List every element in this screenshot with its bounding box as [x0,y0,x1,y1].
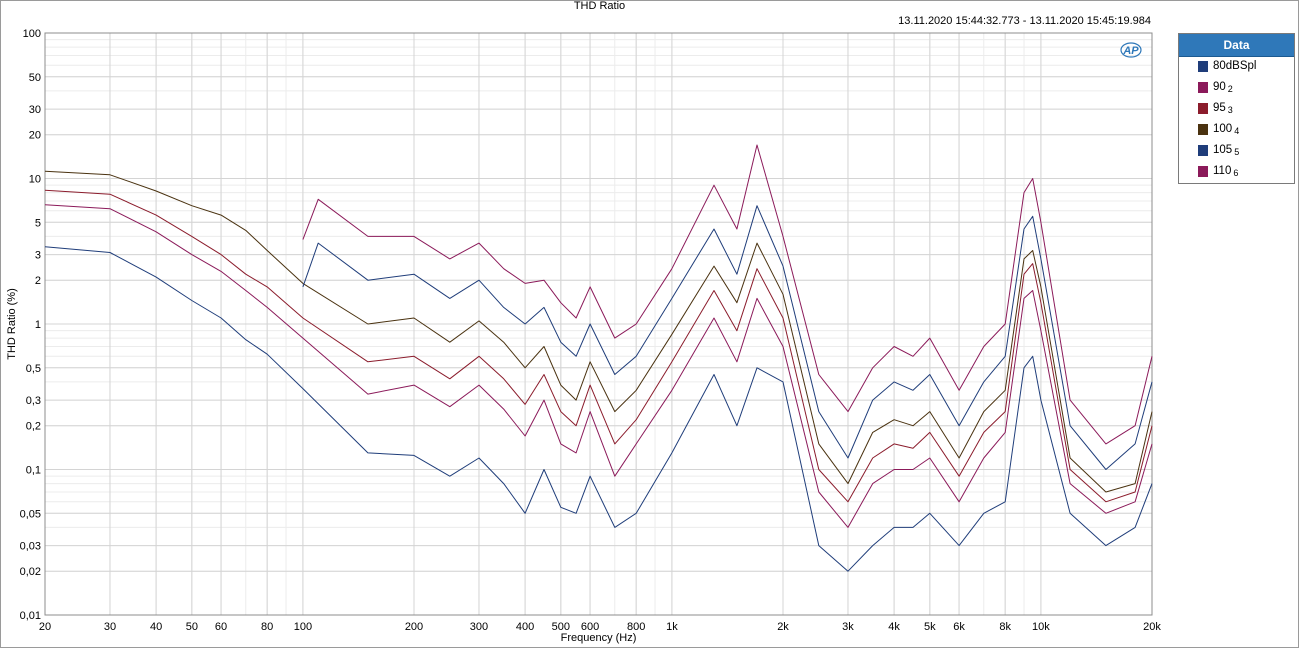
x-tick-label: 8k [999,621,1011,633]
legend-swatch [1198,103,1208,114]
x-axis-label: Frequency (Hz) [561,632,637,644]
legend-item-2[interactable]: 90 2 [1179,78,1294,99]
legend-sub: 5 [1234,147,1240,157]
x-tick-label: 40 [150,621,162,633]
legend-sub: 4 [1234,126,1240,136]
x-tick-label: 400 [516,621,534,633]
y-tick-label: 30 [29,104,41,116]
legend-label: 110 [1213,165,1232,177]
x-tick-label: 10k [1032,621,1050,633]
plot-border [44,32,1153,616]
series-line-6 [302,144,1153,445]
y-tick-label: 100 [23,28,41,40]
legend-item-4[interactable]: 100 4 [1179,120,1294,141]
y-tick-label: 0,03 [20,541,41,553]
x-tick-label: 30 [104,621,116,633]
chart-title: THD Ratio [573,0,626,12]
legend-swatch [1198,61,1208,72]
legend-swatch [1198,145,1208,156]
legend-swatch [1198,166,1208,177]
x-tick-label: 5k [924,621,936,633]
x-tick-label: 100 [294,621,312,633]
legend-sub: 6 [1233,168,1239,178]
legend-label: 80dBSpl [1213,60,1257,72]
x-tick-label: 60 [215,621,227,633]
y-tick-label: 0,01 [20,610,41,622]
legend-label: 95 [1213,102,1226,114]
legend-swatch [1198,124,1208,135]
ap-logo-icon [1120,42,1142,58]
y-tick-label: 0,05 [20,508,41,520]
legend-label: 100 [1213,123,1233,135]
legend-item-3[interactable]: 95 3 [1179,99,1294,120]
x-tick-label: 200 [405,621,423,633]
series-line-1 [44,246,1153,572]
series-line-4 [44,170,1153,493]
y-tick-label: 0,1 [26,465,41,477]
y-tick-label: 0,02 [20,566,41,578]
x-tick-label: 50 [186,621,198,633]
y-tick-label: 0,5 [26,363,41,375]
legend-header: Data [1179,34,1294,57]
legend-sub: 2 [1227,84,1233,94]
legend-label: 105 [1213,144,1233,156]
y-tick-label: 50 [29,72,41,84]
y-tick-label: 10 [29,174,41,186]
series-line-3 [44,189,1153,503]
y-tick-label: 3 [35,250,41,262]
y-tick-label: 0,2 [26,421,41,433]
ap-logo-text: AP [1122,45,1139,57]
x-tick-label: 3k [842,621,854,633]
y-axis-label: THD Ratio (%) [6,288,18,360]
x-tick-label: 600 [581,621,599,633]
x-tick-label: 20k [1143,621,1161,633]
y-tick-label: 0,3 [26,395,41,407]
legend-label: 90 [1213,81,1226,93]
x-tick-label: 300 [470,621,488,633]
timestamp: 13.11.2020 15:44:32.773 - 13.11.2020 15:… [898,15,1151,27]
x-tick-label: 80 [261,621,273,633]
y-tick-label: 1 [35,319,41,331]
x-tick-label: 20 [39,621,51,633]
series-line-2 [44,204,1153,528]
legend[interactable]: Data 80dBSpl 90 2 95 3 100 4 105 5 110 6 [1178,33,1295,184]
legend-item-1[interactable]: 80dBSpl [1179,57,1294,78]
y-tick-label: 2 [35,275,41,287]
x-tick-label: 2k [777,621,789,633]
legend-item-6[interactable]: 110 6 [1179,162,1294,183]
x-tick-label: 4k [888,621,900,633]
legend-item-5[interactable]: 105 5 [1179,141,1294,162]
y-tick-label: 20 [29,130,41,142]
legend-sub: 3 [1227,105,1233,115]
x-tick-label: 800 [627,621,645,633]
x-tick-label: 6k [953,621,965,633]
series-line-5 [302,205,1153,470]
x-tick-label: 1k [666,621,678,633]
x-tick-label: 500 [552,621,570,633]
y-tick-label: 5 [35,217,41,229]
legend-swatch [1198,82,1208,93]
